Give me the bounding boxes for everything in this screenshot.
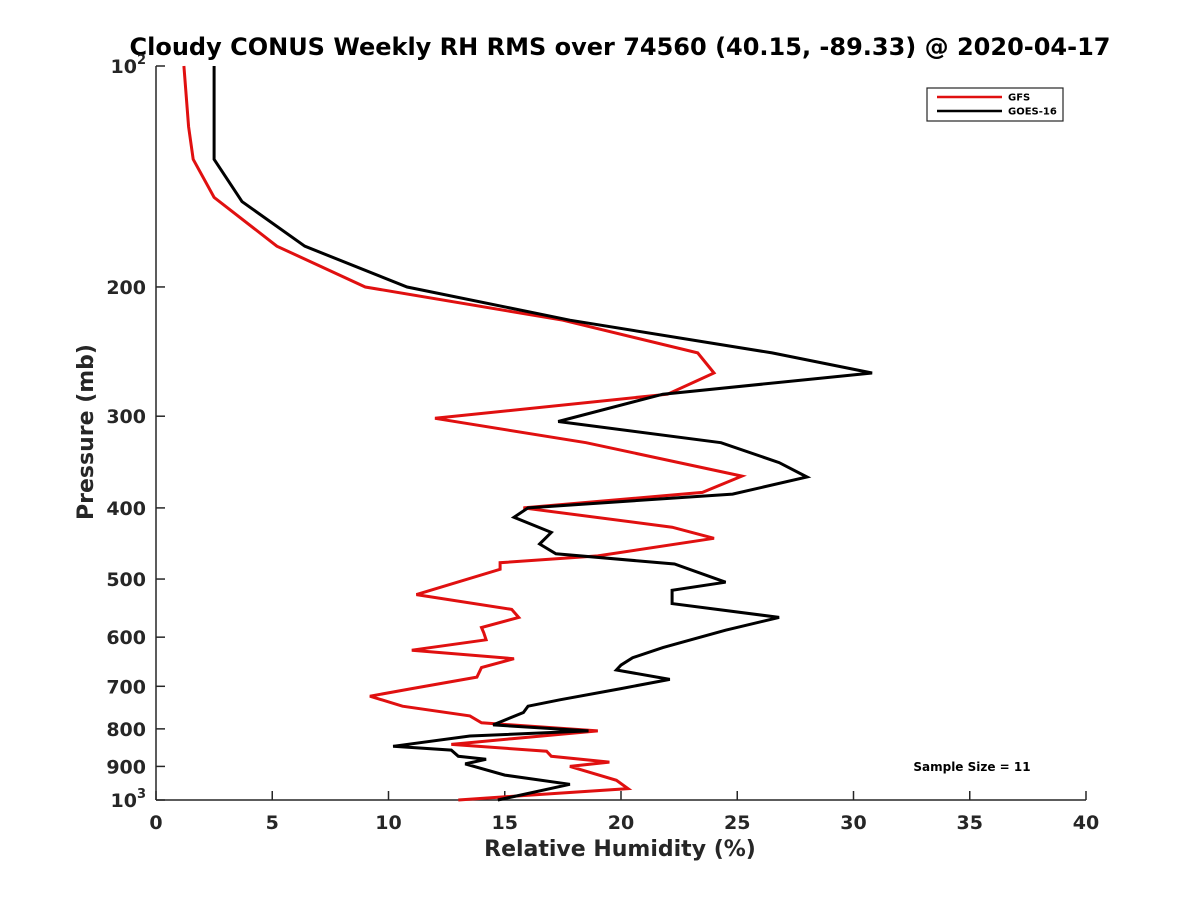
series-layer xyxy=(182,65,873,802)
legend-box xyxy=(926,87,1064,122)
x-tick-label: 15 xyxy=(492,812,518,834)
y-tick-label: 800 xyxy=(106,719,146,741)
sample-size-annotation: Sample Size = 11 xyxy=(913,760,1030,774)
series-line-gfs xyxy=(182,65,747,802)
y-tick-label: 400 xyxy=(106,498,146,520)
y-axis-label: Pressure (mb) xyxy=(74,344,99,520)
y-tick-label: 102 xyxy=(111,53,147,78)
x-tick-label: 30 xyxy=(840,812,866,834)
x-tick-label: 25 xyxy=(724,812,750,834)
axes: 0 5 10 15 20 25 30 35 40 102 200 300 400 500 600 700 800… xyxy=(106,53,1099,834)
chart-title: Cloudy CONUS Weekly RH RMS over 74560 (4… xyxy=(130,33,1111,61)
y-tick-label: 200 xyxy=(106,277,146,299)
x-tick-label: 5 xyxy=(266,812,279,834)
x-axis-label: Relative Humidity (%) xyxy=(484,837,756,862)
y-tick-label: 600 xyxy=(106,627,146,649)
y-tick-label: 500 xyxy=(106,569,146,591)
x-tick-label: 40 xyxy=(1073,812,1099,834)
x-tick-label: 20 xyxy=(608,812,634,834)
y-tick-label: 103 xyxy=(111,787,147,812)
legend: GFS GOES-16 xyxy=(926,87,1064,122)
x-tick-label: 35 xyxy=(957,812,983,834)
series-line-goes-16 xyxy=(212,66,873,802)
y-tick-label: 700 xyxy=(106,676,146,698)
legend-label: GOES-16 xyxy=(1008,107,1057,118)
y-tick-label: 900 xyxy=(106,756,146,778)
x-tick-label: 10 xyxy=(375,812,401,834)
legend-label: GFS xyxy=(1008,93,1030,104)
x-tick-label: 0 xyxy=(149,812,162,834)
y-tick-label: 300 xyxy=(106,406,146,428)
